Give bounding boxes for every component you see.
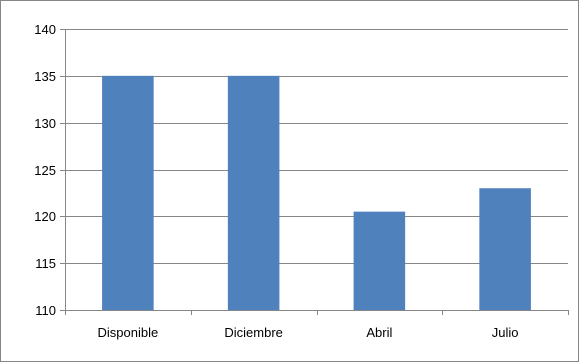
x-tick-label: Disponible [98, 325, 159, 340]
axes [60, 29, 569, 315]
bars [102, 75, 531, 310]
y-tick-label: 130 [34, 116, 56, 131]
bar-diciembre [227, 75, 280, 310]
y-tick-label: 115 [35, 256, 56, 271]
x-tick-label: Abril [366, 325, 392, 340]
bar-disponible [102, 75, 154, 310]
y-tick-label: 135 [34, 69, 56, 84]
bar-abril [353, 211, 406, 310]
x-tick-labels: Disponible Diciembre Abril Julio [98, 325, 519, 340]
x-tick-label: Julio [492, 325, 519, 340]
bar-julio [479, 188, 531, 310]
x-tick-label: Diciembre [224, 325, 283, 340]
y-tick-labels: 110 115 120 125 130 135 140 [34, 22, 56, 318]
y-tick-label: 110 [35, 303, 56, 318]
y-tick-label: 125 [34, 163, 56, 178]
y-tick-label: 120 [34, 209, 56, 224]
y-tick-label: 140 [34, 22, 56, 37]
